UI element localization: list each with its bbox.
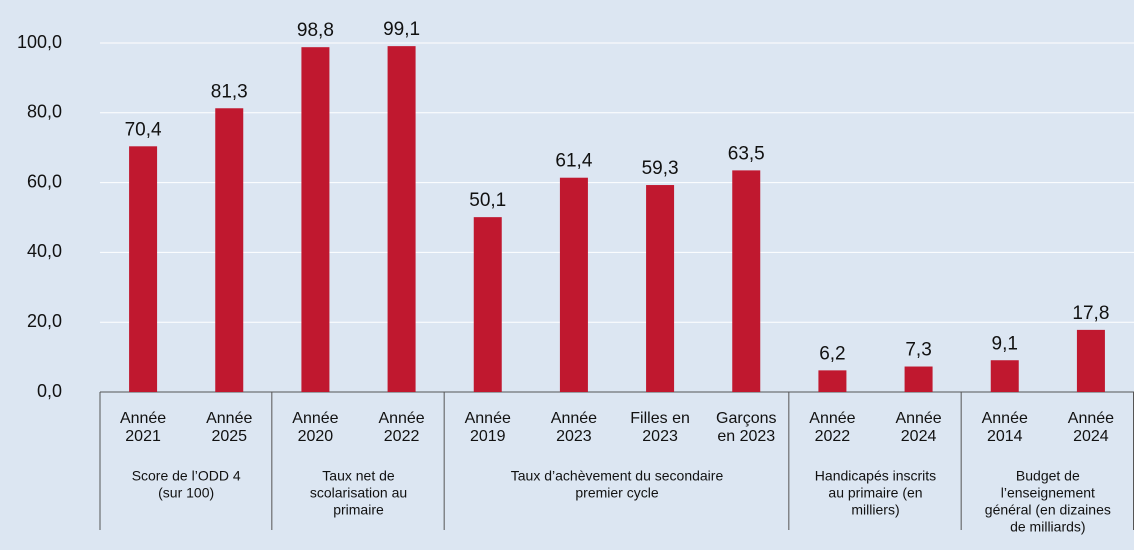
bar bbox=[215, 108, 244, 392]
x-tick-label: Garçons bbox=[716, 410, 776, 427]
x-tick-label: Filles en bbox=[630, 410, 690, 427]
group-label: (sur 100) bbox=[158, 485, 214, 501]
data-label: 61,4 bbox=[555, 151, 592, 172]
bar bbox=[473, 217, 502, 392]
data-label: 81,3 bbox=[211, 81, 248, 102]
group-label: milliers) bbox=[851, 502, 899, 518]
x-tick-label: 2023 bbox=[556, 428, 592, 445]
bar bbox=[301, 47, 330, 393]
bar bbox=[732, 170, 761, 392]
x-tick-label: Année bbox=[465, 410, 511, 427]
x-tick-label: 2024 bbox=[901, 428, 937, 445]
x-tick-label: Année bbox=[1068, 410, 1114, 427]
data-label: 59,3 bbox=[642, 158, 679, 179]
x-tick-label: Année bbox=[292, 410, 338, 427]
x-tick-label: Année bbox=[551, 410, 597, 427]
x-tick-label: 2019 bbox=[470, 428, 506, 445]
x-tick-label: Année bbox=[206, 410, 252, 427]
x-tick-label: Année bbox=[809, 410, 855, 427]
bar bbox=[904, 366, 933, 392]
group-label: Taux net de bbox=[322, 468, 395, 484]
data-label: 63,5 bbox=[728, 143, 765, 164]
bar bbox=[387, 46, 416, 393]
x-tick-label: 2023 bbox=[642, 428, 678, 445]
data-label: 70,4 bbox=[125, 119, 162, 140]
group-label: au primaire (en bbox=[828, 485, 922, 501]
y-tick-label: 100,0 bbox=[17, 32, 62, 52]
bar bbox=[559, 177, 588, 392]
group-label: général (en dizaines bbox=[985, 502, 1111, 518]
y-tick-label: 80,0 bbox=[27, 102, 62, 122]
x-tick-label: 2024 bbox=[1073, 428, 1109, 445]
group-label: primaire bbox=[333, 502, 384, 518]
group-label: Score de l’ODD 4 bbox=[132, 468, 241, 484]
x-tick-label: Année bbox=[982, 410, 1028, 427]
x-tick-label: 2022 bbox=[815, 428, 851, 445]
group-label: Handicapés inscrits bbox=[815, 468, 936, 484]
x-tick-label: Année bbox=[378, 410, 424, 427]
group-label: de milliards) bbox=[1010, 519, 1085, 535]
data-label: 9,1 bbox=[992, 333, 1018, 354]
group-label: Taux d’achèvement du secondaire bbox=[511, 468, 724, 484]
x-tick-label: 2021 bbox=[125, 428, 161, 445]
x-tick-label: en 2023 bbox=[717, 428, 775, 445]
bar bbox=[818, 370, 847, 392]
y-tick-label: 0,0 bbox=[37, 381, 62, 401]
y-tick-label: 20,0 bbox=[27, 311, 62, 331]
x-tick-label: 2022 bbox=[384, 428, 420, 445]
bar bbox=[646, 185, 675, 392]
x-tick-label: 2014 bbox=[987, 428, 1023, 445]
group-label: premier cycle bbox=[575, 485, 658, 501]
x-tick-label: Année bbox=[120, 410, 166, 427]
x-tick-label: 2025 bbox=[211, 428, 247, 445]
group-label: scolarisation au bbox=[310, 485, 407, 501]
data-label: 99,1 bbox=[383, 19, 420, 40]
x-tick-label: Année bbox=[895, 410, 941, 427]
x-tick-label: 2020 bbox=[298, 428, 334, 445]
data-label: 17,8 bbox=[1072, 303, 1109, 324]
bar bbox=[1076, 329, 1105, 392]
y-tick-label: 40,0 bbox=[27, 241, 62, 261]
data-label: 50,1 bbox=[469, 190, 506, 211]
y-tick-label: 60,0 bbox=[27, 171, 62, 191]
bar bbox=[990, 360, 1019, 392]
data-label: 7,3 bbox=[905, 340, 931, 361]
bar bbox=[129, 146, 158, 392]
group-label: Budget de bbox=[1016, 468, 1080, 484]
data-label: 6,2 bbox=[819, 343, 845, 364]
group-label: l’enseignement bbox=[1001, 485, 1095, 501]
data-label: 98,8 bbox=[297, 20, 334, 41]
